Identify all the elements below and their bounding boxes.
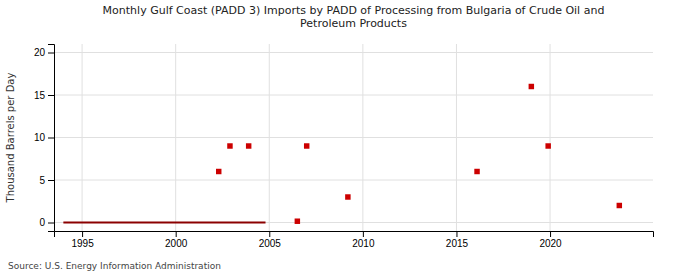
x-tick: 2015 bbox=[446, 231, 469, 249]
data-marks bbox=[63, 84, 622, 224]
series-line bbox=[63, 222, 265, 224]
y-tick-mark bbox=[48, 223, 54, 224]
y-grid-line bbox=[54, 222, 653, 223]
scatter-point bbox=[304, 143, 309, 148]
x-axis-line bbox=[55, 232, 654, 238]
scatter-point bbox=[474, 169, 479, 174]
y-tick: 10 bbox=[34, 132, 54, 143]
scatter-point bbox=[216, 169, 221, 174]
y-grid-line bbox=[54, 137, 653, 138]
x-tick-label: 2010 bbox=[352, 238, 375, 249]
x-tick: 2000 bbox=[165, 231, 188, 249]
y-tick: 5 bbox=[39, 175, 54, 186]
x-tick: 2010 bbox=[352, 231, 375, 249]
x-tick-mark bbox=[82, 231, 83, 237]
chart: 1995 2000 2005 2010 2015 2020 0 5 10 15 20 Monthly … bbox=[0, 0, 675, 275]
x-tick-label: 1995 bbox=[71, 238, 94, 249]
y-tick-mark bbox=[48, 53, 54, 54]
y-tick-label: 15 bbox=[34, 90, 46, 101]
y-tick: 0 bbox=[39, 217, 54, 228]
y-tick-label: 5 bbox=[39, 175, 45, 186]
source-note: Source: U.S. Energy Information Administ… bbox=[8, 261, 221, 271]
scatter-point bbox=[227, 143, 232, 148]
x-tick-label: 2020 bbox=[539, 238, 562, 249]
x-grid-line bbox=[82, 44, 83, 231]
y-tick: 20 bbox=[34, 47, 54, 58]
x-tick-label: 2015 bbox=[446, 238, 469, 249]
x-tick-mark bbox=[550, 231, 551, 237]
y-tick-mark bbox=[48, 180, 54, 181]
y-tick-label: 20 bbox=[34, 47, 46, 58]
y-axis-line bbox=[48, 45, 55, 232]
x-tick-label: 2005 bbox=[259, 238, 282, 249]
y-tick-mark bbox=[48, 138, 54, 139]
x-tick-label: 2000 bbox=[165, 238, 188, 249]
y-axis: 0 5 10 15 20 bbox=[34, 45, 55, 232]
y-tick-label: 0 bbox=[39, 217, 45, 228]
x-grid-line bbox=[269, 44, 270, 231]
x-tick: 2020 bbox=[539, 231, 562, 249]
plot-area: 1995 2000 2005 2010 2015 2020 0 5 10 15 20 bbox=[34, 44, 654, 249]
scatter-point bbox=[617, 203, 622, 208]
x-tick-mark bbox=[363, 231, 364, 237]
y-tick-label: 10 bbox=[34, 132, 46, 143]
scatter-point bbox=[529, 84, 534, 89]
scatter-point bbox=[246, 143, 251, 148]
scatter-point bbox=[295, 218, 300, 223]
y-grid-line bbox=[54, 180, 653, 181]
x-tick: 1995 bbox=[71, 231, 94, 249]
title-line: Monthly Gulf Coast (PADD 3) Imports by P… bbox=[103, 4, 605, 17]
x-grid-line bbox=[175, 44, 176, 231]
y-tick: 15 bbox=[34, 90, 54, 101]
x-tick-mark bbox=[176, 231, 177, 237]
scatter-point bbox=[545, 143, 550, 148]
x-grid-line bbox=[456, 44, 457, 231]
grid bbox=[54, 44, 653, 231]
y-grid-line bbox=[54, 95, 653, 96]
title: Monthly Gulf Coast (PADD 3) Imports by P… bbox=[103, 4, 605, 30]
x-axis: 1995 2000 2005 2010 2015 2020 bbox=[55, 231, 654, 249]
x-grid-line bbox=[362, 44, 363, 231]
y-tick-mark bbox=[48, 95, 54, 96]
scatter-point bbox=[345, 194, 350, 199]
x-tick-mark bbox=[456, 231, 457, 237]
title-line: Petroleum Products bbox=[300, 17, 407, 30]
x-tick: 2005 bbox=[259, 231, 282, 249]
y-axis-title: Thousand Barrels per Day bbox=[5, 73, 16, 204]
x-grid-line bbox=[550, 44, 551, 231]
x-tick-mark bbox=[269, 231, 270, 237]
y-grid-line bbox=[54, 52, 653, 53]
